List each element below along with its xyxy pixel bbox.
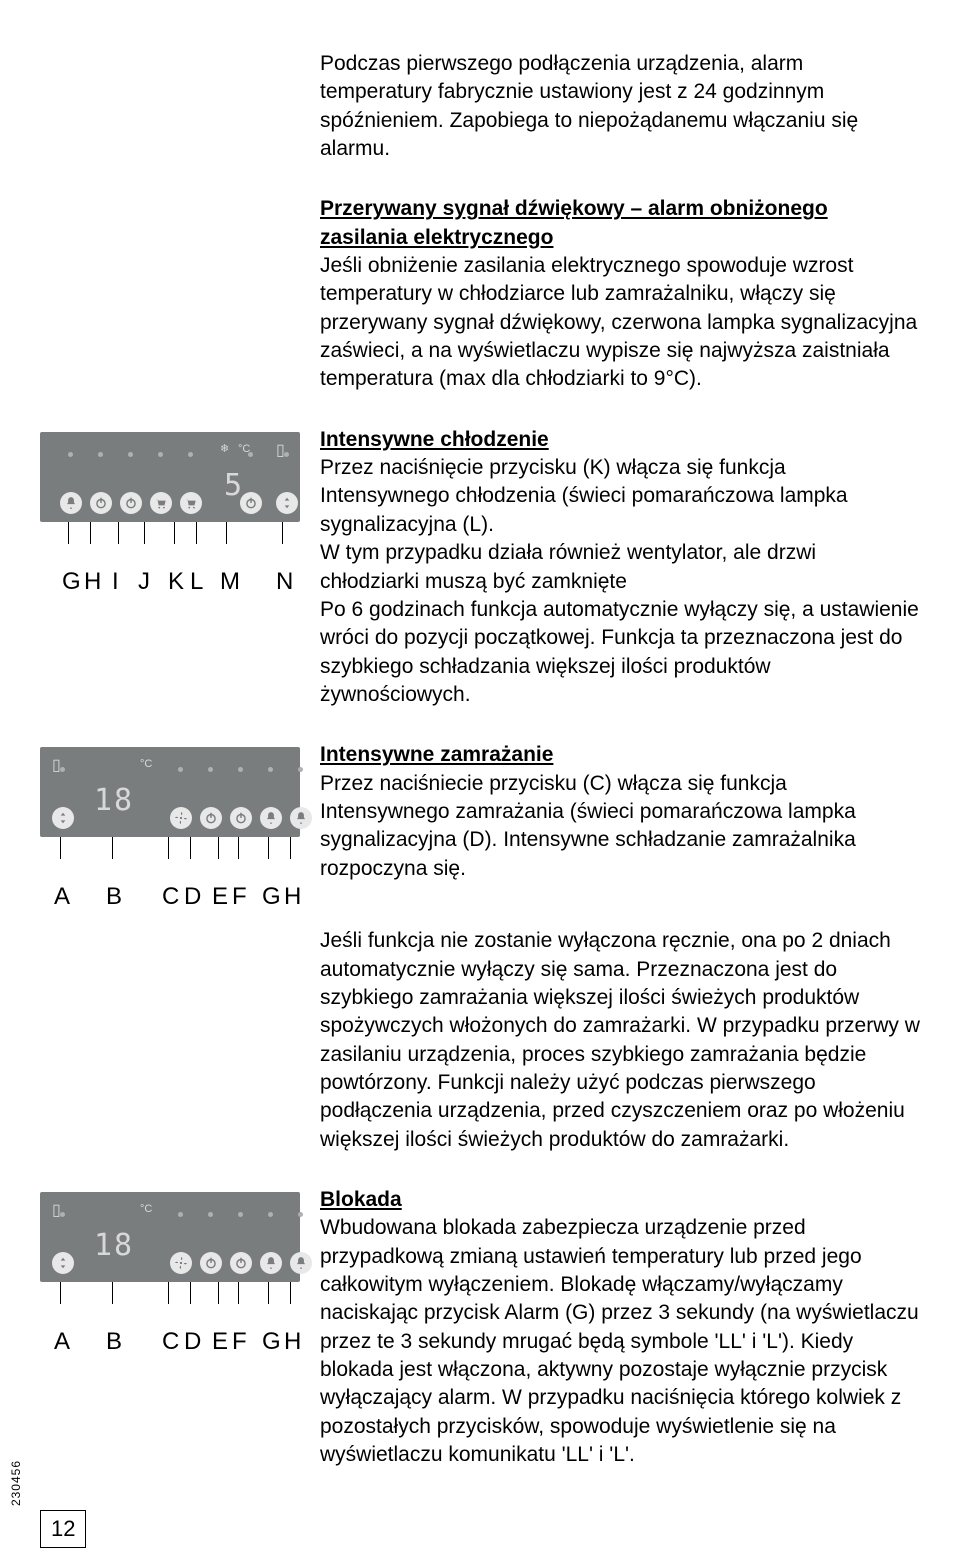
lock-block: Blokada Wbudowana blokada zabezpiecza ur…	[320, 1186, 920, 1469]
panel-letter: C	[162, 881, 179, 913]
panel-letter: G	[62, 566, 81, 598]
panel-letter: B	[106, 1326, 122, 1358]
panel-letter: A	[54, 881, 70, 913]
panel-letter: E	[212, 1326, 228, 1358]
panel-button	[290, 1252, 312, 1274]
page-number: 12	[40, 1510, 86, 1548]
deg-label: °C	[140, 1202, 152, 1217]
deg-label: °C	[140, 757, 152, 772]
freezing-continuation: Jeśli funkcja nie zostanie wyłączona ręc…	[320, 927, 920, 1154]
panel-1: ❄ °C ▯ 5 GHIJKLMN	[40, 432, 300, 594]
panel-letter: K	[168, 566, 184, 598]
cooling-body: Przez naciśnięcie przycisku (K) włącza s…	[320, 456, 919, 706]
freezing-block: Intensywne zamrażanie Przez naciśniecie …	[320, 741, 920, 883]
cooling-heading: Intensywne chłodzenie	[320, 428, 549, 451]
panel-button	[120, 492, 142, 514]
panel-button	[170, 807, 192, 829]
panel-button	[230, 807, 252, 829]
panel-button	[150, 492, 172, 514]
panel-3: ▯ °C 18 ABCDEFGH	[40, 1192, 300, 1354]
panel-2-display: 18	[94, 781, 134, 822]
fridge-icon: ▯	[276, 440, 285, 462]
panel-letter: F	[232, 881, 247, 913]
alarm-body: Jeśli obniżenie zasilania elektrycznego …	[320, 254, 917, 390]
panel-letter: H	[284, 881, 301, 913]
panel-button	[290, 807, 312, 829]
panel-letter: G	[262, 1326, 281, 1358]
panel-letter: N	[276, 566, 293, 598]
panel-button	[260, 807, 282, 829]
freezing-heading: Intensywne zamrażanie	[320, 743, 553, 766]
snow-icon: ❄	[220, 442, 229, 457]
panel-letter: C	[162, 1326, 179, 1358]
side-code: 230456	[8, 1460, 24, 1506]
panel-button	[276, 492, 298, 514]
panel-letter: F	[232, 1326, 247, 1358]
lock-body: Wbudowana blokada zabezpiecza urządzenie…	[320, 1216, 919, 1466]
panel-button	[180, 492, 202, 514]
panel-button	[170, 1252, 192, 1274]
intro-paragraph: Podczas pierwszego podłączenia urządzeni…	[320, 50, 920, 163]
panel-letter: H	[284, 1326, 301, 1358]
panel-letter: D	[184, 1326, 201, 1358]
alarm-heading: Przerywany sygnał dźwiękowy – alarm obni…	[320, 197, 828, 248]
panel-letter: I	[112, 566, 119, 598]
alarm-block: Przerywany sygnał dźwiękowy – alarm obni…	[320, 195, 920, 393]
panel-letter: D	[184, 881, 201, 913]
freezing-body: Przez naciśniecie przycisku (C) włącza s…	[320, 772, 856, 880]
panel-2: ▯ °C 18 ABCDEFGH	[40, 747, 300, 909]
fridge-icon: ▯	[52, 755, 61, 777]
panel-letter: L	[190, 566, 203, 598]
panel-letter: B	[106, 881, 122, 913]
panel-3-display: 18	[94, 1226, 134, 1267]
panel-button	[90, 492, 112, 514]
fridge-icon: ▯	[52, 1200, 61, 1222]
cooling-block: Intensywne chłodzenie Przez naciśnięcie …	[320, 426, 920, 709]
panel-letter: E	[212, 881, 228, 913]
panel-button	[60, 492, 82, 514]
panel-letter: H	[84, 566, 101, 598]
panel-letter: A	[54, 1326, 70, 1358]
panel-button	[52, 1252, 74, 1274]
panel-button	[240, 492, 262, 514]
panel-letter: M	[220, 566, 240, 598]
panel-letter: J	[138, 566, 150, 598]
lock-heading: Blokada	[320, 1188, 402, 1211]
panel-button	[230, 1252, 252, 1274]
panel-button	[52, 807, 74, 829]
panel-button	[200, 807, 222, 829]
panel-letter: G	[262, 881, 281, 913]
panel-button	[260, 1252, 282, 1274]
panel-button	[200, 1252, 222, 1274]
